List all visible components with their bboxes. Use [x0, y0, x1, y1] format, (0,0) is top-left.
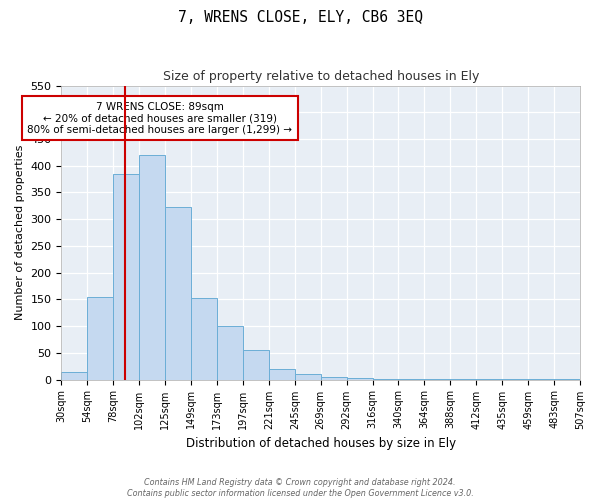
Bar: [451, 379, 476, 380]
Bar: [373, 378, 398, 380]
Bar: [528, 379, 554, 380]
Y-axis label: Number of detached properties: Number of detached properties: [15, 145, 25, 320]
Bar: [139, 155, 165, 380]
Bar: [554, 379, 580, 380]
Bar: [347, 378, 373, 380]
Bar: [243, 350, 269, 380]
Bar: [295, 374, 321, 380]
Bar: [269, 369, 295, 380]
Bar: [502, 379, 528, 380]
Title: Size of property relative to detached houses in Ely: Size of property relative to detached ho…: [163, 70, 479, 83]
Bar: [191, 298, 217, 380]
Bar: [88, 296, 113, 380]
Bar: [398, 379, 424, 380]
Bar: [165, 208, 191, 380]
Bar: [113, 174, 139, 380]
Text: 7 WRENS CLOSE: 89sqm
← 20% of detached houses are smaller (319)
80% of semi-deta: 7 WRENS CLOSE: 89sqm ← 20% of detached h…: [28, 102, 292, 135]
Text: Contains HM Land Registry data © Crown copyright and database right 2024.
Contai: Contains HM Land Registry data © Crown c…: [127, 478, 473, 498]
Text: 7, WRENS CLOSE, ELY, CB6 3EQ: 7, WRENS CLOSE, ELY, CB6 3EQ: [178, 10, 422, 25]
Bar: [424, 379, 451, 380]
X-axis label: Distribution of detached houses by size in Ely: Distribution of detached houses by size …: [185, 437, 456, 450]
Bar: [61, 372, 88, 380]
Bar: [321, 377, 347, 380]
Bar: [476, 379, 502, 380]
Bar: [217, 326, 243, 380]
